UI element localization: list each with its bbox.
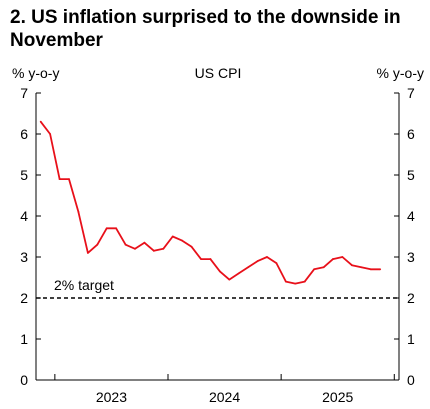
chart-title: 2. US inflation surprised to the downsid… [10, 7, 401, 51]
right-axis-label: % y-o-y [377, 65, 424, 81]
y-tick-label-left: 7 [20, 85, 28, 101]
cpi-point [322, 266, 325, 269]
y-tick-label-right: 5 [407, 167, 415, 183]
cpi-point [181, 239, 184, 242]
cpi-point [341, 256, 344, 258]
cpi-point [237, 272, 240, 275]
chart-subtitle: US CPI [195, 65, 242, 81]
y-tick-label-right: 1 [407, 331, 415, 347]
cpi-point [218, 270, 221, 273]
cpi-point [68, 178, 70, 181]
cpi-point [379, 268, 382, 271]
cpi-point [152, 249, 155, 252]
y-tick-label-right: 6 [407, 126, 415, 142]
y-tick-label-right: 7 [407, 85, 415, 101]
y-tick-label-left: 2 [20, 290, 28, 306]
cpi-point [105, 227, 108, 230]
y-tick-label-left: 4 [20, 208, 28, 224]
x-tick-label: 2025 [322, 389, 353, 405]
cpi-point [39, 120, 42, 123]
y-tick-label-left: 0 [20, 372, 28, 388]
cpi-point [369, 268, 372, 271]
cpi-point [134, 247, 136, 250]
cpi-point [58, 178, 61, 181]
x-tick-label: 2024 [209, 389, 240, 405]
cpi-point [77, 211, 80, 213]
cpi-point [275, 262, 278, 265]
cpi-point [143, 241, 146, 244]
cpi-point [115, 227, 118, 230]
cpi-point [313, 268, 316, 271]
cpi-point [350, 264, 353, 267]
cpi-point [190, 245, 193, 248]
cpi-point [209, 258, 212, 260]
left-axis-label: % y-o-y [12, 65, 59, 81]
cpi-point [200, 258, 202, 260]
y-tick-label-right: 2 [407, 290, 415, 306]
cpi-point [171, 235, 174, 238]
cpi-point [49, 133, 52, 135]
cpi-point [303, 280, 306, 283]
x-tick-label: 2023 [96, 389, 127, 405]
cpi-point [247, 266, 250, 269]
cpi-point [86, 252, 89, 254]
cpi-point [284, 280, 287, 283]
cpi-point [332, 258, 334, 260]
cpi-point [266, 256, 268, 258]
cpi-point [124, 243, 127, 246]
y-tick-label-right: 4 [407, 208, 415, 224]
cpi-point [96, 243, 99, 246]
y-tick-label-right: 0 [407, 372, 415, 388]
y-tick-label-left: 6 [20, 126, 28, 142]
target-label: 2% target [54, 277, 114, 293]
y-tick-label-left: 5 [20, 167, 28, 183]
cpi-point [360, 266, 363, 269]
cpi-point [228, 278, 231, 281]
cpi-point [256, 260, 259, 262]
cpi-point [162, 247, 165, 250]
y-tick-label-left: 1 [20, 331, 28, 347]
cpi-point [294, 282, 297, 285]
y-tick-label-right: 3 [407, 249, 415, 265]
y-tick-label-left: 3 [20, 249, 28, 265]
